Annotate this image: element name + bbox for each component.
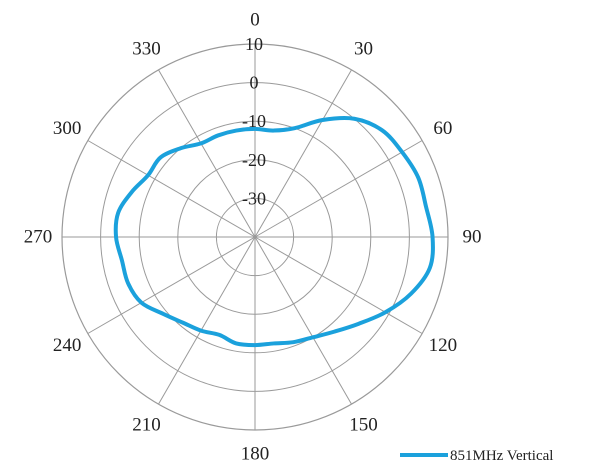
angle-tick-label: 330 (132, 39, 161, 60)
legend-label: 851MHz Vertical (450, 448, 553, 464)
angle-tick-label: 30 (354, 39, 373, 60)
angle-tick-label: 0 (250, 10, 260, 31)
angular-spoke (158, 236, 256, 405)
angle-tick-label: 60 (433, 118, 452, 139)
radial-tick-label: -20 (242, 150, 266, 170)
angular-spoke (254, 69, 352, 238)
series-line (113, 115, 435, 348)
angular-spoke (254, 236, 423, 334)
series-group (113, 115, 435, 348)
radial-tick-label: -30 (242, 188, 266, 208)
polar-grid (61, 43, 449, 431)
angular-spoke (87, 140, 256, 238)
radial-tick-label: 0 (250, 73, 259, 93)
angle-tick-label: 120 (429, 335, 458, 356)
tick-labels: 0 30 60 90 120 150 180 210 240 270 300 330 -30 -20 -10… (24, 10, 482, 465)
angle-tick-label: 150 (349, 414, 378, 435)
angle-tick-label: 90 (463, 227, 482, 248)
angle-tick-label: 240 (53, 335, 82, 356)
angle-tick-label: 180 (241, 444, 270, 465)
angular-spoke (254, 140, 423, 238)
legend: 851MHz Vertical (400, 448, 553, 464)
angle-tick-label: 210 (132, 414, 161, 435)
angular-spoke (254, 236, 352, 405)
angle-tick-label: 270 (24, 227, 53, 248)
radial-tick-label: 10 (245, 34, 263, 54)
angular-spoke (87, 236, 256, 334)
angular-spoke (158, 69, 256, 238)
radial-tick-label: -10 (242, 111, 266, 131)
angle-tick-label: 300 (53, 118, 82, 139)
